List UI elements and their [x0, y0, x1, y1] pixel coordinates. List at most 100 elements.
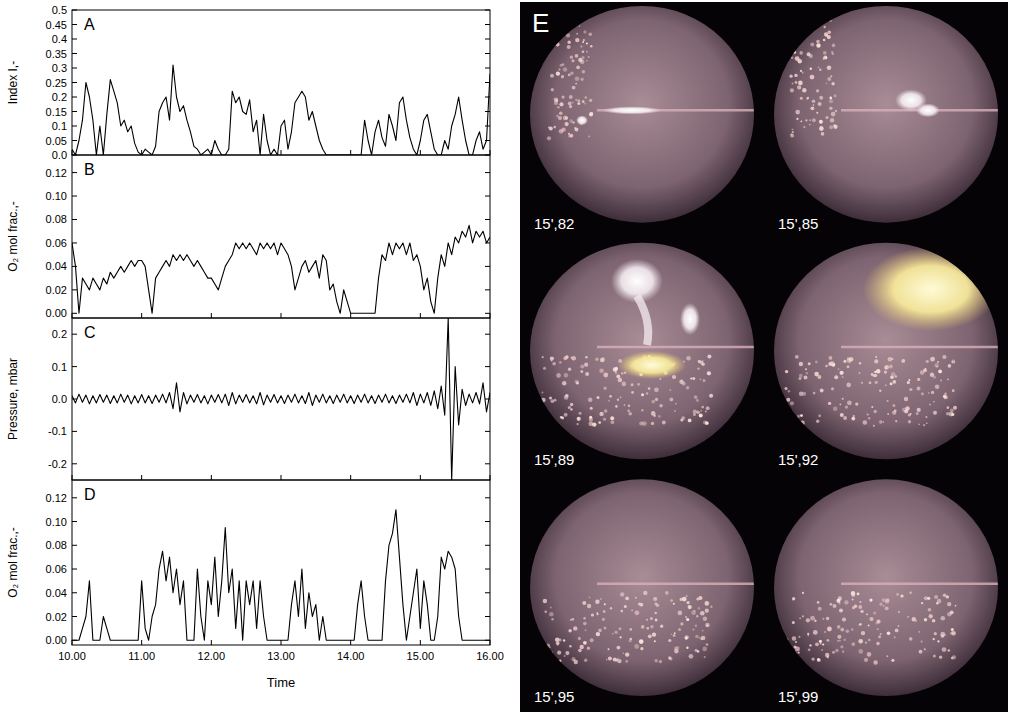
- speckle: [880, 633, 882, 635]
- speckle: [797, 85, 801, 89]
- speckle: [860, 610, 863, 613]
- y-tick-label: 0.00: [46, 307, 67, 319]
- speckle: [608, 657, 612, 661]
- speckle: [795, 641, 797, 643]
- speckle: [699, 414, 703, 418]
- y-tick: [72, 196, 77, 197]
- speckle: [698, 360, 701, 363]
- speckle: [941, 616, 946, 621]
- speckle: [808, 648, 811, 651]
- x-tick: [141, 150, 142, 155]
- window: [530, 6, 754, 223]
- speckle: [896, 593, 899, 596]
- speckle: [559, 102, 563, 106]
- speckle: [889, 365, 893, 369]
- x-tick: [281, 313, 282, 318]
- speckle: [542, 411, 547, 416]
- speckle: [582, 70, 586, 74]
- speckle: [549, 397, 552, 400]
- speckle: [556, 373, 561, 378]
- panel-letter: D: [84, 486, 96, 503]
- y-tick: [485, 366, 490, 367]
- y-tick-label: 0.08: [46, 213, 67, 225]
- flame: [863, 247, 999, 331]
- speckle: [705, 623, 710, 628]
- y-axis-title: O₂ mol frac.,-: [6, 527, 20, 598]
- data-line: [72, 65, 490, 155]
- speckle: [884, 371, 887, 374]
- window-content: [541, 259, 754, 427]
- speckle: [933, 638, 935, 640]
- speckle: [792, 421, 795, 424]
- window-content: [785, 247, 1000, 427]
- speckle: [842, 398, 844, 400]
- y-tick: [485, 313, 490, 314]
- speckle: [692, 629, 694, 631]
- photo-frame: 15',99: [774, 479, 998, 705]
- speckle: [843, 639, 846, 642]
- speckle: [647, 627, 649, 629]
- y-tick-label: 0.1: [52, 361, 67, 373]
- speckle: [792, 416, 794, 418]
- speckle: [554, 399, 557, 402]
- speckle: [655, 619, 658, 622]
- speckle: [920, 370, 925, 375]
- speckle: [673, 634, 676, 637]
- speckle: [620, 396, 622, 398]
- speckle: [579, 412, 582, 415]
- panel: 0.000.020.040.060.080.100.1210.0011.0012…: [6, 480, 504, 690]
- y-tick: [72, 640, 77, 641]
- speckle: [578, 102, 581, 105]
- y-tick-label: 0.0: [52, 149, 67, 161]
- y-tick: [72, 592, 77, 593]
- speckle: [686, 595, 688, 597]
- speckle: [624, 404, 626, 406]
- speckle: [674, 632, 676, 634]
- speckle: [705, 609, 709, 613]
- speckle: [951, 360, 955, 364]
- speckle: [612, 633, 614, 635]
- speckle: [837, 640, 839, 642]
- speckle: [786, 398, 790, 402]
- speckle: [926, 360, 929, 363]
- speckle: [583, 39, 585, 41]
- x-tick-label: 13.00: [267, 650, 295, 662]
- speckle: [909, 637, 913, 641]
- plot-area: [72, 225, 490, 313]
- y-tick-label: 0.2: [52, 91, 67, 103]
- speckle: [694, 395, 698, 399]
- speckle: [866, 614, 868, 616]
- speckle: [590, 638, 594, 642]
- y-tick: [485, 126, 490, 127]
- speckle: [874, 410, 877, 413]
- speckle: [558, 116, 562, 120]
- speckle: [847, 400, 852, 405]
- speckle: [799, 374, 803, 378]
- speckle: [623, 653, 625, 655]
- speckle: [894, 409, 897, 412]
- speckle: [572, 121, 575, 124]
- speckle: [819, 69, 821, 71]
- speckle: [835, 649, 839, 653]
- frame-caption: 15',89: [534, 451, 574, 468]
- speckle: [793, 51, 796, 54]
- speckle: [788, 390, 791, 393]
- speckle: [792, 598, 795, 601]
- speckle: [859, 649, 864, 654]
- speckle: [826, 116, 829, 119]
- speckle: [953, 406, 957, 410]
- speckle: [844, 600, 848, 604]
- speckle: [801, 121, 803, 123]
- speckle: [827, 627, 832, 632]
- speckle: [835, 110, 838, 113]
- speckle: [693, 410, 697, 414]
- speckle: [827, 30, 831, 34]
- speckle: [685, 637, 688, 640]
- speckle: [563, 67, 568, 72]
- y-tick: [485, 399, 490, 400]
- speckle: [557, 651, 561, 655]
- speckle: [678, 628, 681, 631]
- speckle: [822, 618, 824, 620]
- speckle: [788, 654, 793, 659]
- speckle: [586, 60, 588, 62]
